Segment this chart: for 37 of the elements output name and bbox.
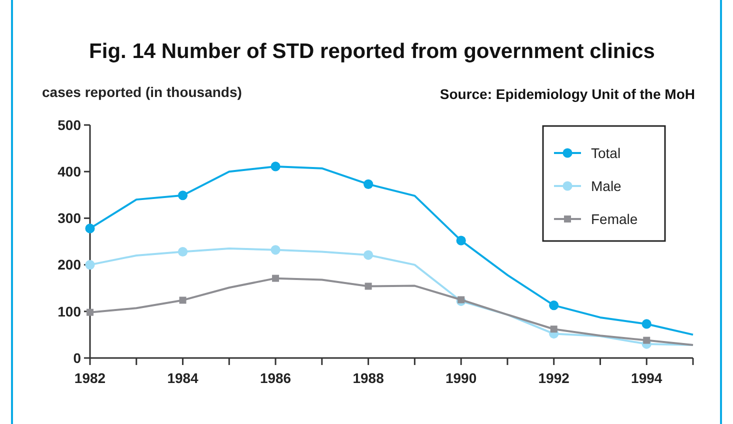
legend-label: Total: [591, 144, 621, 161]
legend-label: Male: [591, 178, 622, 194]
y-axis-title: cases reported (in thousands): [42, 84, 242, 100]
point: [86, 308, 94, 316]
source-note: Source: Epidemiology Unit of the MoH: [440, 86, 695, 102]
y-tick-label: 0: [73, 350, 82, 366]
point: [550, 326, 558, 333]
x-tick-label: 1994: [631, 370, 662, 386]
point: [642, 319, 652, 329]
y-tick-label: 400: [58, 164, 82, 180]
y-tick-label: 200: [58, 256, 82, 273]
point: [456, 236, 466, 246]
point: [364, 282, 372, 290]
point: [85, 260, 95, 270]
point: [549, 300, 559, 310]
point: [270, 162, 280, 172]
x-tick-label: 1988: [352, 370, 384, 386]
x-tick-label: 1982: [74, 370, 106, 386]
point: [364, 250, 374, 260]
point: [458, 296, 465, 304]
y-tick-label: 500: [58, 116, 82, 133]
x-tick-label: 1986: [260, 370, 292, 386]
y-tick-label: 300: [58, 210, 82, 226]
point: [85, 224, 95, 234]
point: [270, 245, 280, 255]
point: [178, 246, 188, 257]
x-tick-label: 1984: [167, 370, 199, 386]
point: [643, 336, 650, 344]
point: [178, 190, 188, 200]
x-tick-label: 1990: [446, 370, 477, 386]
x-tick-label: 1992: [538, 370, 570, 386]
point: [179, 296, 186, 304]
point: [364, 179, 374, 189]
legend-label: Female: [591, 210, 638, 227]
chart-title: Fig. 14 Number of STD reported from government clinics: [89, 40, 655, 63]
y-tick-label: 100: [58, 303, 82, 320]
point: [272, 274, 280, 282]
